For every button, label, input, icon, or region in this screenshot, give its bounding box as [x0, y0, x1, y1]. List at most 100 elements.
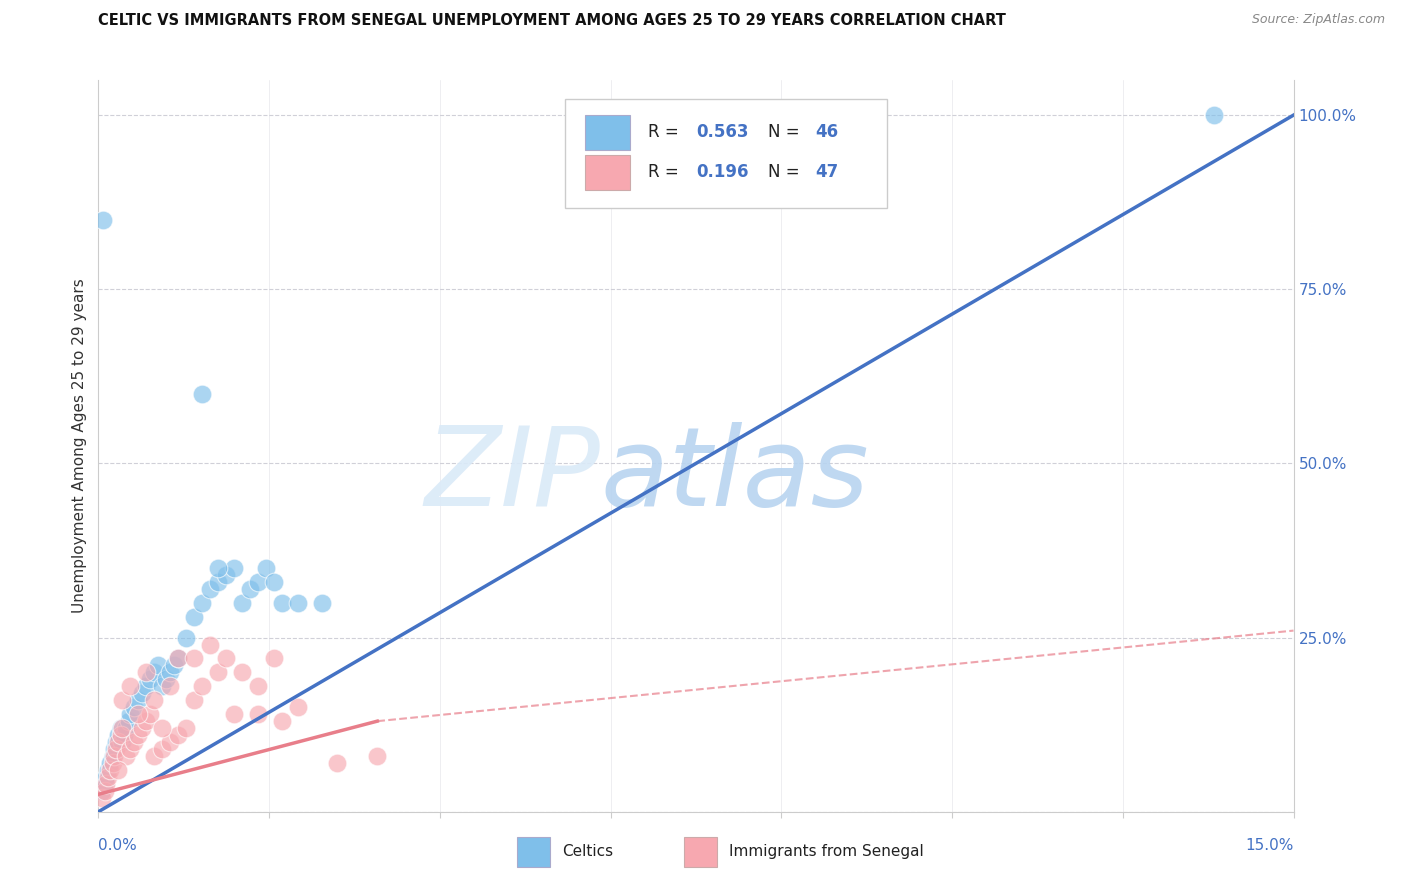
- FancyBboxPatch shape: [565, 99, 887, 209]
- Bar: [585, 155, 630, 190]
- Point: [111, 693, 134, 707]
- Point: [1202, 108, 1225, 122]
- Point: [143, 749, 166, 764]
- Point: [155, 673, 177, 687]
- Point: [215, 567, 238, 582]
- Point: [270, 714, 292, 728]
- Point: [139, 707, 162, 722]
- Point: [174, 721, 197, 735]
- Point: [135, 679, 157, 693]
- Point: [131, 721, 153, 735]
- Point: [191, 596, 214, 610]
- Point: [98, 763, 122, 777]
- Point: [101, 756, 124, 770]
- Text: 46: 46: [815, 123, 838, 141]
- Point: [98, 756, 122, 770]
- Point: [287, 700, 309, 714]
- Point: [107, 735, 129, 749]
- Point: [97, 763, 120, 777]
- Text: N =: N =: [768, 123, 804, 141]
- Point: [143, 665, 166, 680]
- Point: [148, 658, 170, 673]
- Point: [246, 679, 269, 693]
- Text: 0.196: 0.196: [696, 163, 748, 181]
- Point: [207, 561, 229, 575]
- Point: [110, 721, 132, 735]
- Point: [94, 784, 117, 798]
- Point: [135, 714, 157, 728]
- Text: R =: R =: [648, 123, 685, 141]
- Point: [124, 735, 146, 749]
- Point: [163, 658, 186, 673]
- Bar: [517, 838, 550, 867]
- Point: [215, 651, 238, 665]
- Point: [231, 596, 253, 610]
- Point: [159, 735, 181, 749]
- Point: [110, 728, 132, 742]
- Point: [127, 728, 149, 742]
- Point: [118, 714, 141, 728]
- Point: [150, 721, 173, 735]
- Point: [103, 749, 125, 764]
- Point: [111, 735, 134, 749]
- Point: [120, 707, 142, 722]
- Point: [183, 609, 205, 624]
- Point: [207, 665, 229, 680]
- Point: [96, 770, 118, 784]
- Point: [167, 651, 190, 665]
- Point: [150, 679, 173, 693]
- Bar: [585, 115, 630, 150]
- Point: [366, 749, 388, 764]
- Point: [127, 707, 149, 722]
- Point: [120, 742, 142, 756]
- Point: [207, 574, 229, 589]
- Point: [91, 212, 114, 227]
- Text: 0.563: 0.563: [696, 123, 748, 141]
- Point: [97, 770, 120, 784]
- Point: [270, 596, 292, 610]
- Point: [131, 686, 153, 700]
- Text: Source: ZipAtlas.com: Source: ZipAtlas.com: [1251, 13, 1385, 27]
- Point: [183, 693, 205, 707]
- Point: [94, 777, 117, 791]
- Text: atlas: atlas: [600, 422, 869, 529]
- Point: [239, 582, 262, 596]
- Point: [246, 574, 269, 589]
- Point: [174, 631, 197, 645]
- Point: [311, 596, 333, 610]
- Point: [254, 561, 277, 575]
- Point: [263, 574, 285, 589]
- Point: [120, 679, 142, 693]
- Point: [263, 651, 285, 665]
- Point: [91, 784, 114, 798]
- Text: 15.0%: 15.0%: [1246, 838, 1294, 854]
- Point: [115, 749, 138, 764]
- Point: [127, 693, 149, 707]
- Point: [198, 582, 221, 596]
- Point: [222, 707, 245, 722]
- Bar: [685, 838, 717, 867]
- Point: [326, 756, 349, 770]
- Point: [183, 651, 205, 665]
- Text: 47: 47: [815, 163, 839, 181]
- Point: [135, 665, 157, 680]
- Point: [111, 721, 134, 735]
- Point: [231, 665, 253, 680]
- Point: [222, 561, 245, 575]
- Point: [191, 679, 214, 693]
- Point: [159, 679, 181, 693]
- Text: 0.0%: 0.0%: [98, 838, 138, 854]
- Point: [159, 665, 181, 680]
- Point: [246, 707, 269, 722]
- Point: [198, 638, 221, 652]
- Point: [191, 386, 214, 401]
- Point: [96, 777, 118, 791]
- Point: [104, 735, 127, 749]
- Point: [143, 693, 166, 707]
- Point: [103, 742, 125, 756]
- Point: [91, 790, 114, 805]
- Point: [167, 651, 190, 665]
- Text: CELTIC VS IMMIGRANTS FROM SENEGAL UNEMPLOYMENT AMONG AGES 25 TO 29 YEARS CORRELA: CELTIC VS IMMIGRANTS FROM SENEGAL UNEMPL…: [98, 13, 1007, 29]
- Text: Immigrants from Senegal: Immigrants from Senegal: [730, 845, 924, 860]
- Point: [124, 700, 146, 714]
